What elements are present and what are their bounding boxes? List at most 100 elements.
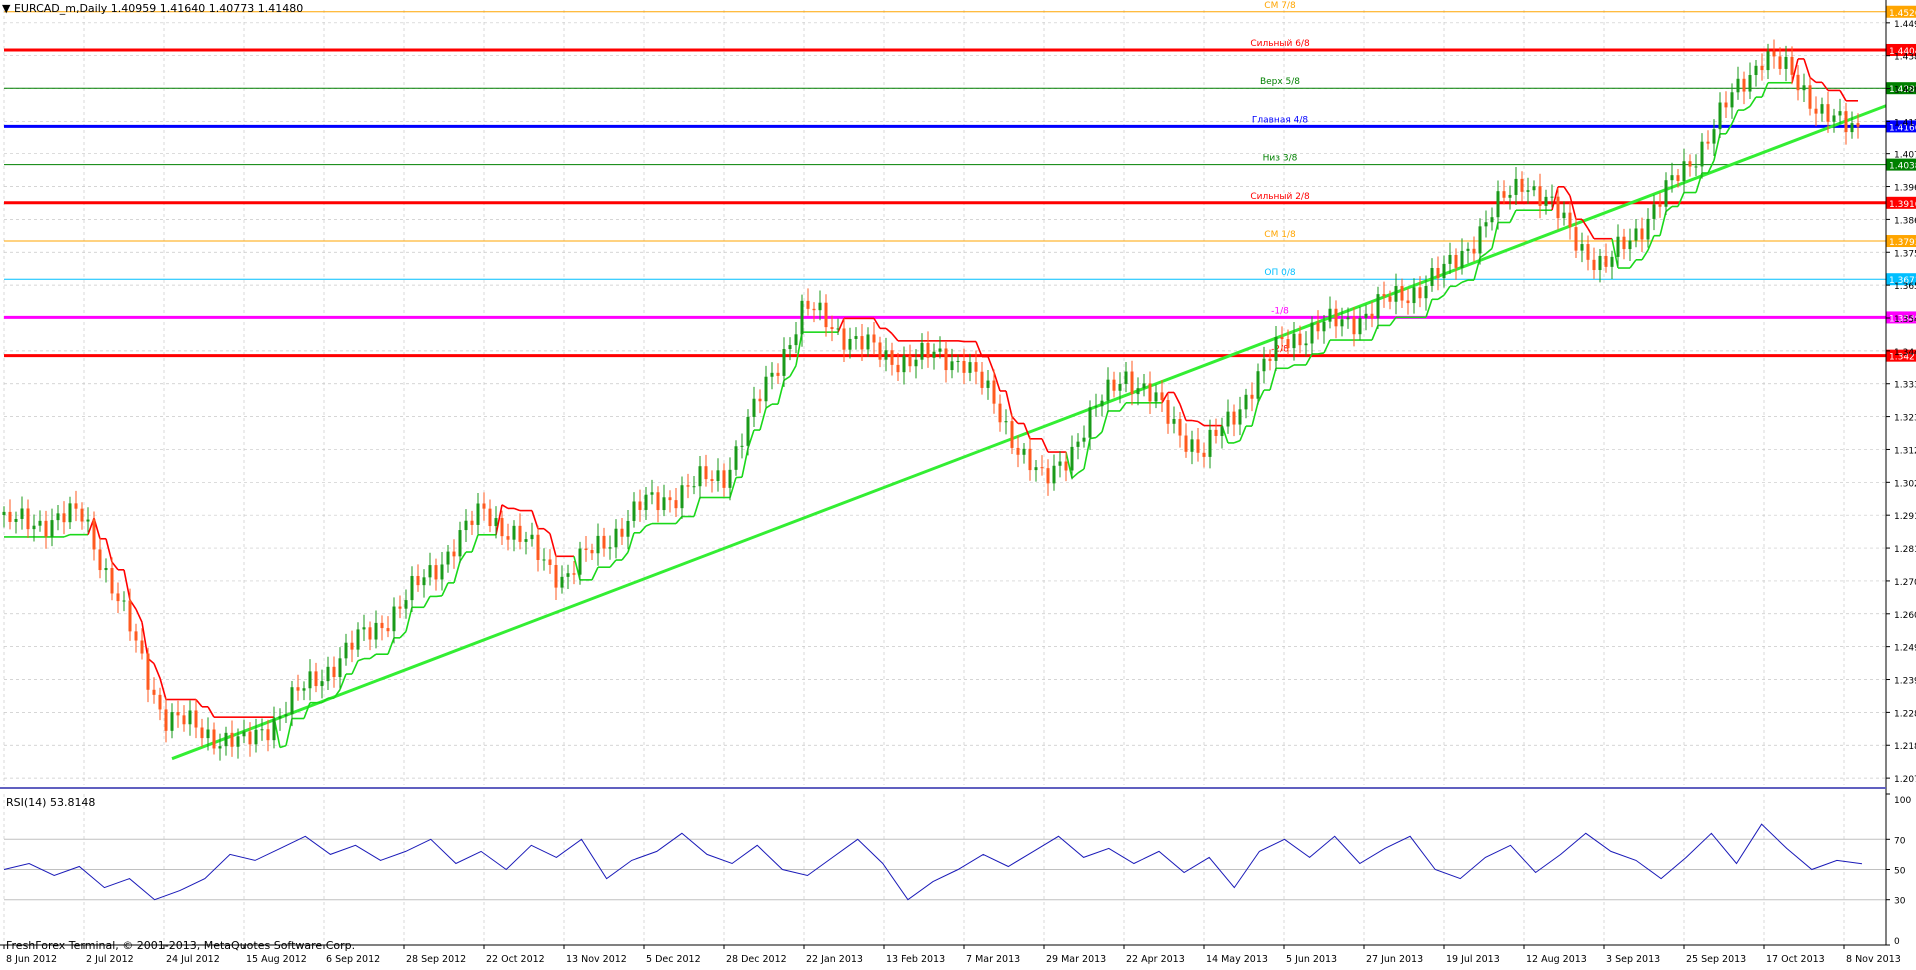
candle-body xyxy=(1275,337,1278,361)
candle-body xyxy=(1839,111,1842,115)
candle-body xyxy=(903,356,906,372)
candle-body xyxy=(1461,251,1464,268)
candle-body xyxy=(1785,57,1788,69)
candle-body xyxy=(129,601,132,632)
trailing-stop-segment xyxy=(1192,420,1198,421)
candle-body xyxy=(585,549,588,550)
candle-body xyxy=(489,509,492,526)
candle-body xyxy=(1653,204,1656,219)
rsi-tick-label: 70 xyxy=(1894,836,1906,846)
candle-body xyxy=(783,349,786,376)
candle-body xyxy=(1305,343,1308,345)
price-tick-label: 1.37580 xyxy=(1894,249,1916,259)
candle-body xyxy=(753,399,756,417)
candle-body xyxy=(1767,51,1770,70)
price-tick-label: 1.38630 xyxy=(1894,216,1916,226)
candle-body xyxy=(1773,51,1776,56)
candle-body xyxy=(549,559,552,565)
candle-body xyxy=(1707,142,1710,144)
candle-body xyxy=(1503,191,1506,198)
date-tick-label: 24 Jul 2012 xyxy=(166,954,220,965)
candle-body xyxy=(1677,175,1680,181)
level-label: Сильный 2/8 xyxy=(1250,192,1310,202)
candle-body xyxy=(393,607,396,632)
candle-body xyxy=(1449,255,1452,264)
candle-body xyxy=(615,529,618,548)
price-tick-label: 1.44910 xyxy=(1894,20,1916,30)
candle-body xyxy=(1077,442,1080,447)
dropdown-icon[interactable]: ▼ xyxy=(2,2,10,15)
candle-body xyxy=(915,360,918,367)
candle-body xyxy=(1467,249,1470,251)
candle-body xyxy=(1281,337,1284,339)
date-tick-label: 6 Sep 2012 xyxy=(326,954,380,965)
candle-body xyxy=(321,681,324,686)
candle-body xyxy=(1671,175,1674,180)
date-tick-label: 22 Apr 2013 xyxy=(1126,954,1185,965)
date-tick-label: 12 Aug 2013 xyxy=(1526,954,1587,965)
candle-body xyxy=(207,729,210,738)
price-tick-label: 1.41760 xyxy=(1894,118,1916,128)
candle-body xyxy=(795,334,798,345)
candle-body xyxy=(93,520,96,550)
candle-body xyxy=(1059,462,1062,466)
candle-body xyxy=(87,520,90,522)
candle-body xyxy=(477,504,480,525)
candle-body xyxy=(591,550,594,553)
candle-body xyxy=(675,500,678,508)
level-label: Сильный 6/8 xyxy=(1250,39,1310,49)
trailing-stop-segment xyxy=(958,341,964,342)
candle-body xyxy=(429,565,432,577)
candle-body xyxy=(1053,466,1056,484)
candle-body xyxy=(1011,421,1014,448)
candle-body xyxy=(507,536,510,540)
candle-body xyxy=(285,714,288,716)
level-label: Главная 4/8 xyxy=(1252,115,1308,125)
candle-body xyxy=(1149,383,1152,401)
date-tick-label: 15 Aug 2012 xyxy=(246,954,307,965)
rsi-tick-label: 50 xyxy=(1894,867,1906,877)
candle-body xyxy=(1389,296,1392,301)
candle-body xyxy=(27,509,30,530)
candle-body xyxy=(1431,268,1434,286)
candle-body xyxy=(255,730,258,745)
candle-body xyxy=(21,509,24,519)
candle-body xyxy=(561,577,564,588)
candle-body xyxy=(483,504,486,509)
candle-body xyxy=(597,536,600,553)
candle-body xyxy=(867,334,870,349)
candle-body xyxy=(1641,228,1644,239)
candle-body xyxy=(1437,268,1440,278)
candle-body xyxy=(1605,256,1608,267)
candle-body xyxy=(495,518,498,526)
candle-body xyxy=(1125,372,1128,384)
price-tick-label: 1.22880 xyxy=(1894,709,1916,719)
candle-body xyxy=(513,526,516,540)
candle-body xyxy=(747,417,750,446)
candle-body xyxy=(1035,467,1038,470)
candle-body xyxy=(1629,240,1632,249)
candle-body xyxy=(363,627,366,629)
candle-body xyxy=(1137,388,1140,394)
candle-body xyxy=(447,552,450,565)
candle-body xyxy=(195,710,198,727)
candle-body xyxy=(315,671,318,686)
candle-body xyxy=(231,733,234,747)
candle-body xyxy=(1725,103,1728,108)
candle-body xyxy=(885,350,888,359)
candle-body xyxy=(1203,453,1206,457)
date-tick-label: 5 Dec 2012 xyxy=(646,954,701,965)
candle-body xyxy=(909,356,912,367)
candle-body xyxy=(609,547,612,548)
candle-body xyxy=(807,301,810,309)
candle-body xyxy=(291,687,294,714)
candle-body xyxy=(849,339,852,350)
candle-body xyxy=(1551,197,1554,198)
candle-body xyxy=(1701,142,1704,167)
candle-body xyxy=(861,336,864,349)
candle-body xyxy=(303,688,306,690)
ohlc-values: 1.40959 1.41640 1.40773 1.41480 xyxy=(111,2,303,15)
candle-body xyxy=(537,535,540,560)
